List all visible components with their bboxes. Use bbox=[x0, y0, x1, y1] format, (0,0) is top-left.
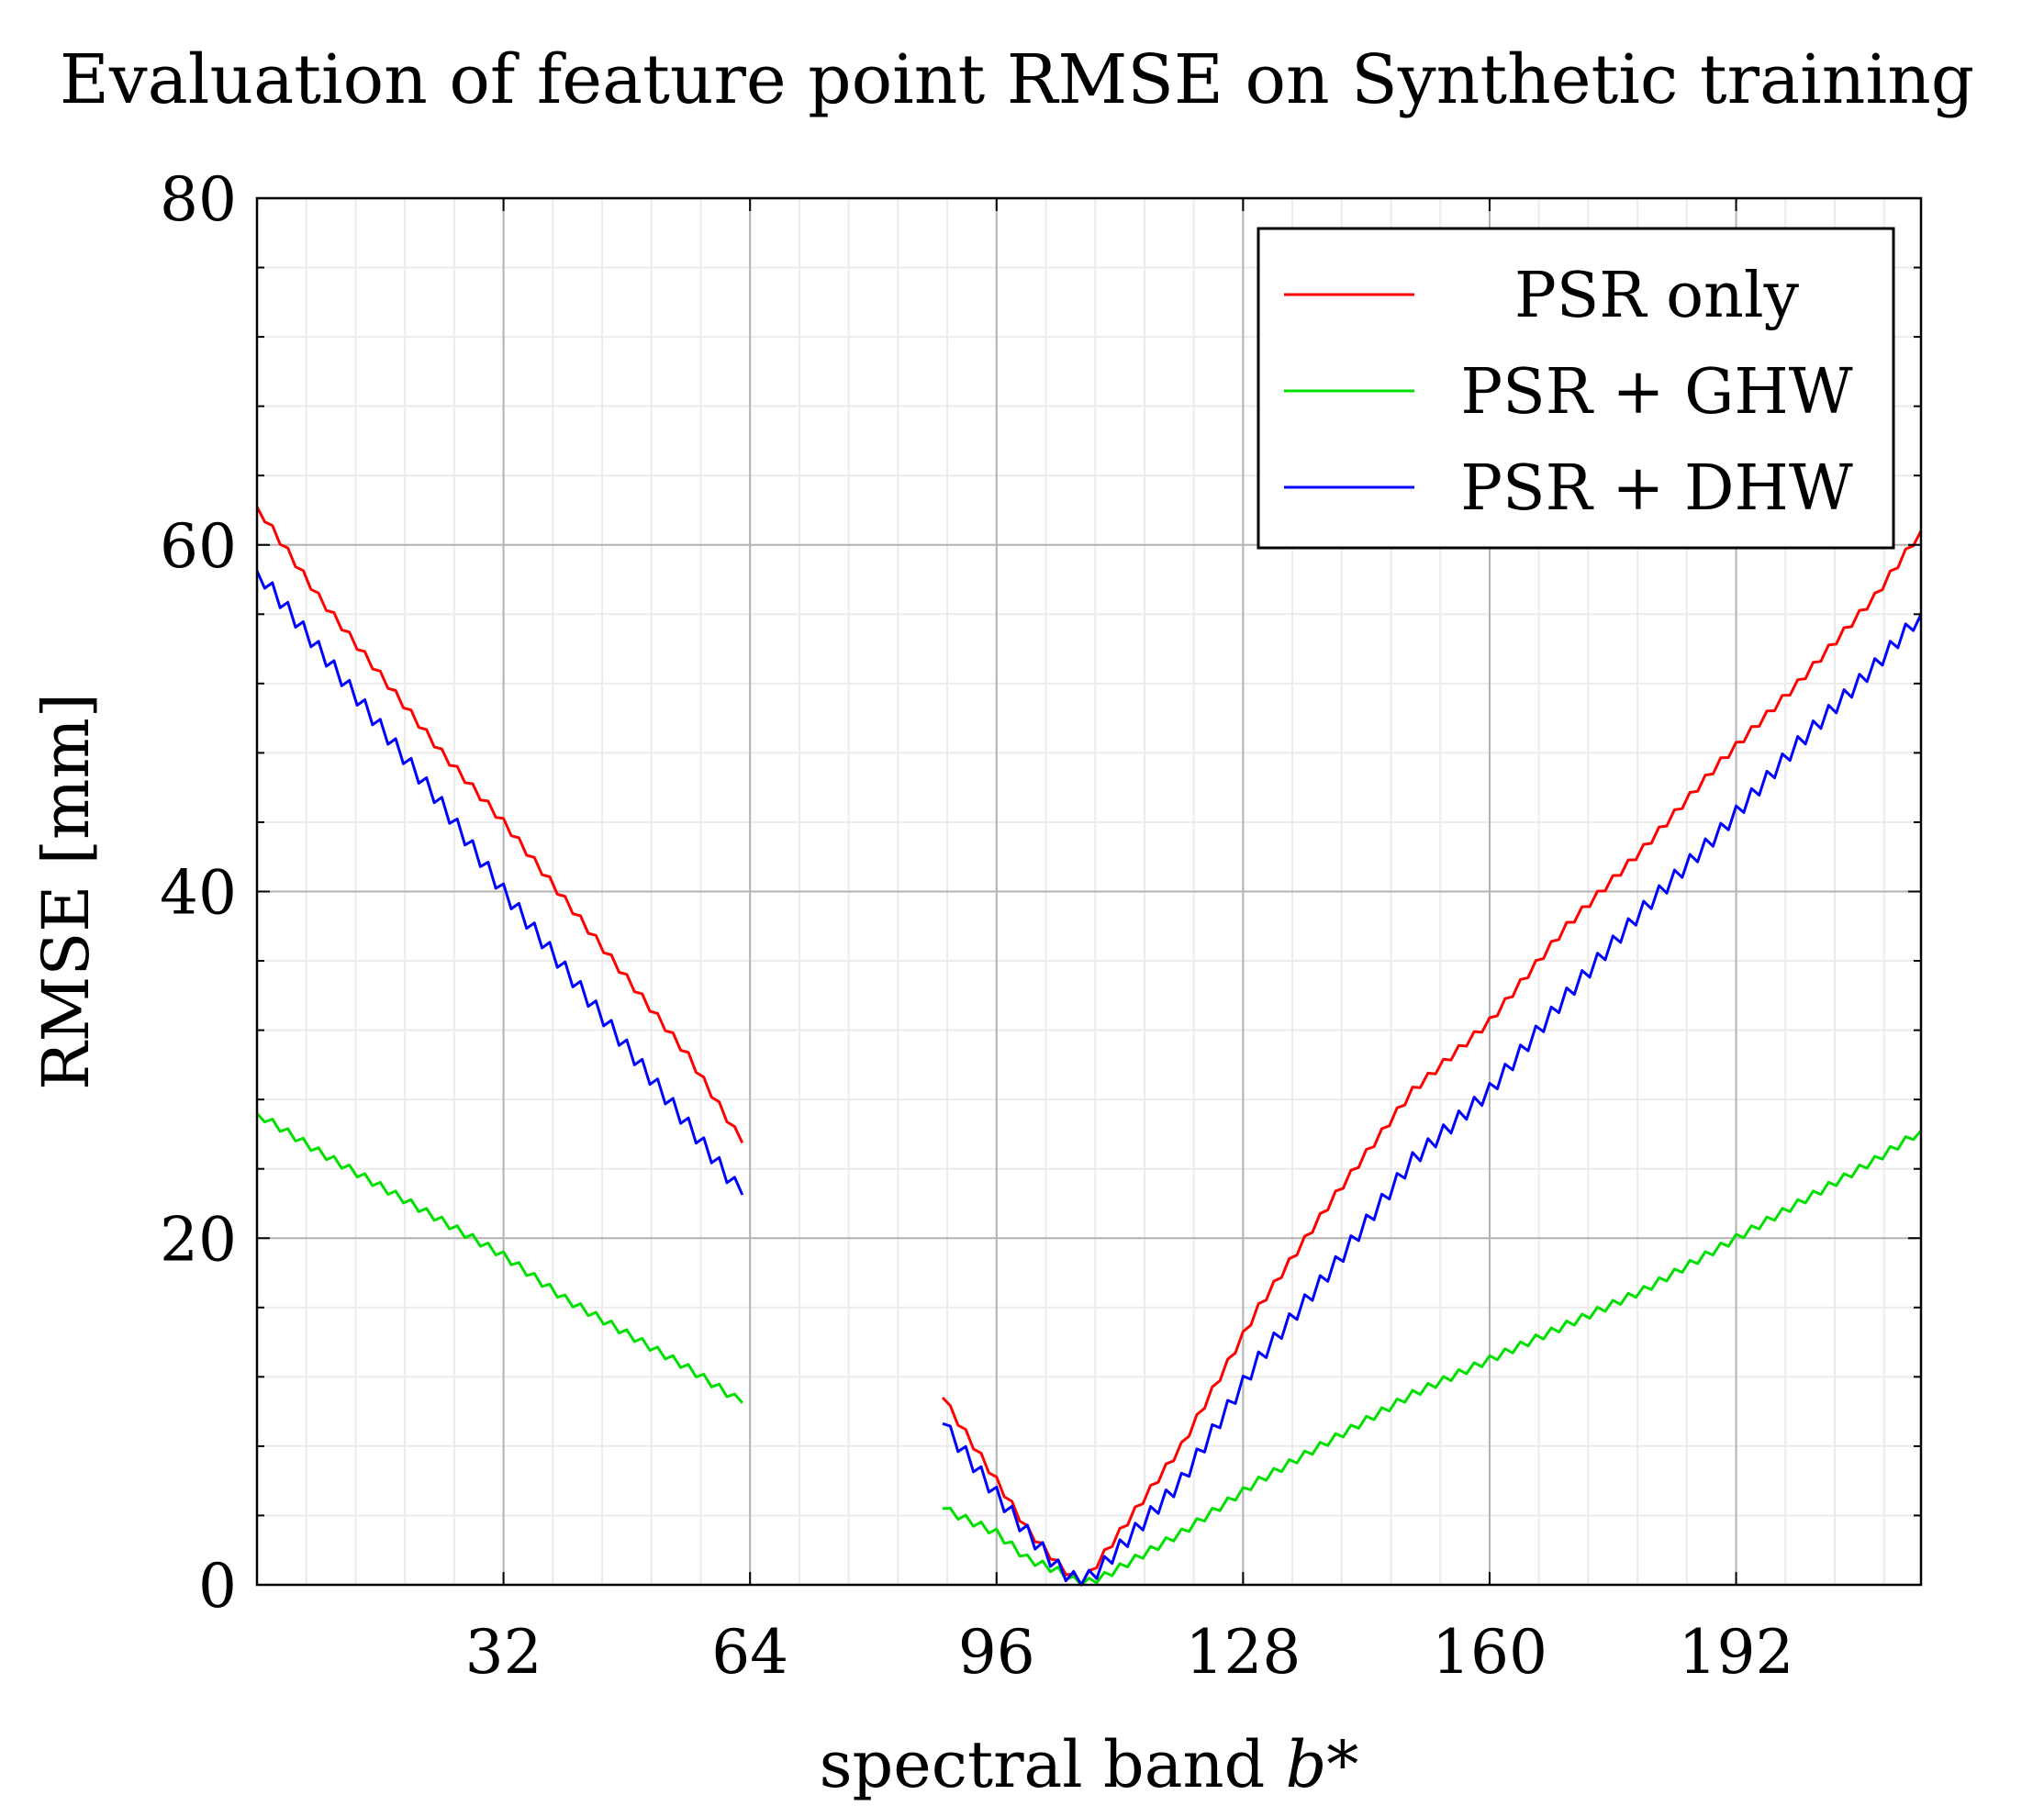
x-axis-label-text: spectral band bbox=[820, 1727, 1266, 1802]
x-axis-label: spectral band b* bbox=[820, 1727, 1359, 1802]
series-line-2 bbox=[255, 570, 1923, 1587]
y-tick-label: 20 bbox=[160, 1204, 237, 1275]
series-line-1 bbox=[255, 1112, 1923, 1587]
x-tick-label: 128 bbox=[1185, 1617, 1301, 1688]
y-tick-label: 80 bbox=[160, 164, 237, 235]
y-tick-label: 0 bbox=[198, 1551, 237, 1622]
legend: PSR only PSR + GHW PSR + DHW bbox=[1257, 227, 1895, 550]
x-tick-label: 192 bbox=[1679, 1617, 1794, 1688]
legend-label-0: PSR only bbox=[1514, 260, 1800, 332]
x-tick-label: 160 bbox=[1432, 1617, 1547, 1688]
legend-label-1: PSR + GHW bbox=[1460, 356, 1852, 429]
chart-title: Evaluation of feature point RMSE on Synt… bbox=[60, 40, 1974, 119]
x-tick-label: 96 bbox=[958, 1617, 1035, 1688]
series-layer bbox=[255, 506, 1923, 1587]
tick-labels: 0 20 40 60 80 32 64 96 128 160 192 bbox=[160, 164, 1794, 1688]
x-tick-label: 32 bbox=[465, 1617, 542, 1688]
y-tick-label: 60 bbox=[160, 511, 237, 582]
x-axis-label-var: b* bbox=[1286, 1727, 1359, 1802]
y-axis-label: RMSE [mm] bbox=[28, 693, 104, 1090]
legend-label-2: PSR + DHW bbox=[1460, 452, 1853, 525]
legend-box bbox=[1257, 227, 1895, 550]
series-line-0 bbox=[255, 506, 1923, 1587]
y-tick-label: 40 bbox=[160, 858, 237, 929]
x-tick-label: 64 bbox=[711, 1617, 788, 1688]
ticks bbox=[257, 197, 1921, 1586]
